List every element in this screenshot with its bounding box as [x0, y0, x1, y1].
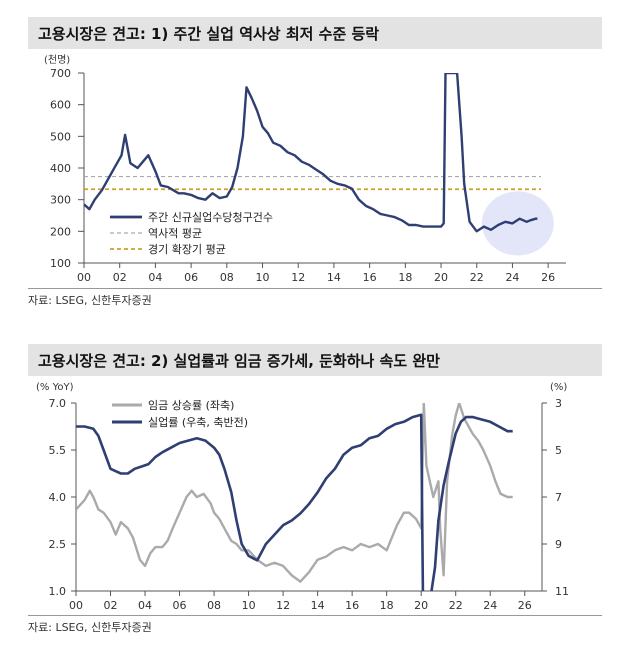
chart1-highlight-circle [481, 191, 554, 256]
chart2-left-tick-label: 1.0 [49, 585, 67, 598]
chart2-x-tick-label: 16 [345, 599, 359, 612]
chart2-x-tick-label: 08 [207, 599, 221, 612]
chart2-x-tick-label: 06 [173, 599, 187, 612]
chart2-x-tick-label: 18 [380, 599, 394, 612]
chart1-source-divider [28, 288, 602, 289]
chart2-source-divider [28, 615, 602, 616]
chart2-x-tick-label: 02 [104, 599, 118, 612]
chart2-x-tick-label: 22 [449, 599, 463, 612]
chart1-legend-label: 경기 확장기 평균 [148, 243, 226, 256]
chart1-x-tick-label: 14 [327, 271, 341, 284]
chart2-left-axis-unit: (% YoY) [36, 382, 74, 393]
chart2-series-unemployment-line [76, 413, 513, 591]
chart2-x-tick-label: 04 [138, 599, 152, 612]
chart2-source: 자료: LSEG, 신한투자증권 [28, 621, 152, 634]
chart2-x-tick-label: 10 [242, 599, 256, 612]
chart1-series-claims-line [84, 73, 538, 233]
chart2-left-tick-label: 4.0 [49, 491, 67, 504]
chart1-x-tick-label: 12 [291, 271, 305, 284]
chart2-right-tick-label: 3 [555, 397, 562, 410]
chart1-x-tick-label: 26 [541, 271, 555, 284]
chart1-x-tick-label: 04 [148, 271, 162, 284]
chart1-y-tick-label: 100 [50, 257, 71, 270]
chart2-x-tick-label: 24 [483, 599, 497, 612]
chart1-y-tick-label: 400 [50, 162, 71, 175]
chart2-x-tick-label: 26 [518, 599, 532, 612]
chart2-right-tick-label: 11 [555, 585, 569, 598]
chart1-x-tick-label: 22 [470, 271, 484, 284]
chart2-legend-label: 실업률 (우축, 축반전) [148, 416, 248, 429]
chart1-y-tick-label: 600 [50, 99, 71, 112]
chart2-right-tick-label: 5 [555, 444, 562, 457]
chart2-left-tick-label: 7.0 [49, 397, 67, 410]
chart2-left-tick-label: 5.5 [49, 444, 67, 457]
chart1-y-tick-label: 200 [50, 225, 71, 238]
chart1-x-tick-label: 08 [220, 271, 234, 284]
chart2-x-tick-label: 00 [69, 599, 83, 612]
chart2-legend-label: 임금 상승률 (좌축) [148, 399, 234, 412]
chart1-x-tick-label: 00 [77, 271, 91, 284]
chart1-title: 고용시장은 견고: 1) 주간 실업 역사상 최저 수준 등락 [38, 25, 380, 43]
chart1-x-tick-label: 02 [113, 271, 127, 284]
chart1-source: 자료: LSEG, 신한투자증권 [28, 294, 152, 307]
chart2-right-tick-label: 9 [555, 538, 562, 551]
chart1-x-tick-label: 06 [184, 271, 198, 284]
chart1-title-bar: 고용시장은 견고: 1) 주간 실업 역사상 최저 수준 등락 [28, 17, 602, 49]
chart1-x-tick-label: 16 [363, 271, 377, 284]
chart2-right-tick-label: 7 [555, 491, 562, 504]
chart2-x-tick-label: 14 [311, 599, 325, 612]
chart1-x-tick-label: 18 [398, 271, 412, 284]
chart2-title: 고용시장은 견고: 2) 실업률과 임금 증가세, 둔화하나 속도 완만 [38, 352, 440, 370]
chart2-left-tick-label: 2.5 [49, 538, 67, 551]
chart2-title-bar: 고용시장은 견고: 2) 실업률과 임금 증가세, 둔화하나 속도 완만 [28, 344, 602, 376]
chart1-y-axis-unit: (천명) [44, 54, 70, 66]
chart1-x-tick-label: 10 [256, 271, 270, 284]
chart1-x-tick-label: 24 [505, 271, 519, 284]
chart1-legend-label: 주간 신규실업수당청구건수 [148, 211, 273, 224]
chart1-legend-label: 역사적 평균 [148, 227, 202, 240]
chart2-svg: (% YoY) (%) 1.0 2.5 4.0 5.5 7.0 3 5 7 9 11 00 02 04 06 0… [36, 382, 569, 612]
chart2-right-axis-unit: (%) [550, 382, 567, 393]
chart1-y-tick-label: 700 [50, 67, 71, 80]
chart1-y-tick-label: 300 [50, 194, 71, 207]
chart2-x-tick-label: 12 [276, 599, 290, 612]
chart1-x-tick-label: 20 [434, 271, 448, 284]
chart2-series-wage-line [76, 403, 513, 583]
chart1-y-tick-label: 500 [50, 130, 71, 143]
chart2-x-tick-label: 20 [414, 599, 428, 612]
chart1-svg: (천명) 100 200 300 400 500 600 700 00 02 04 06 08 10 12 1… [44, 54, 566, 284]
